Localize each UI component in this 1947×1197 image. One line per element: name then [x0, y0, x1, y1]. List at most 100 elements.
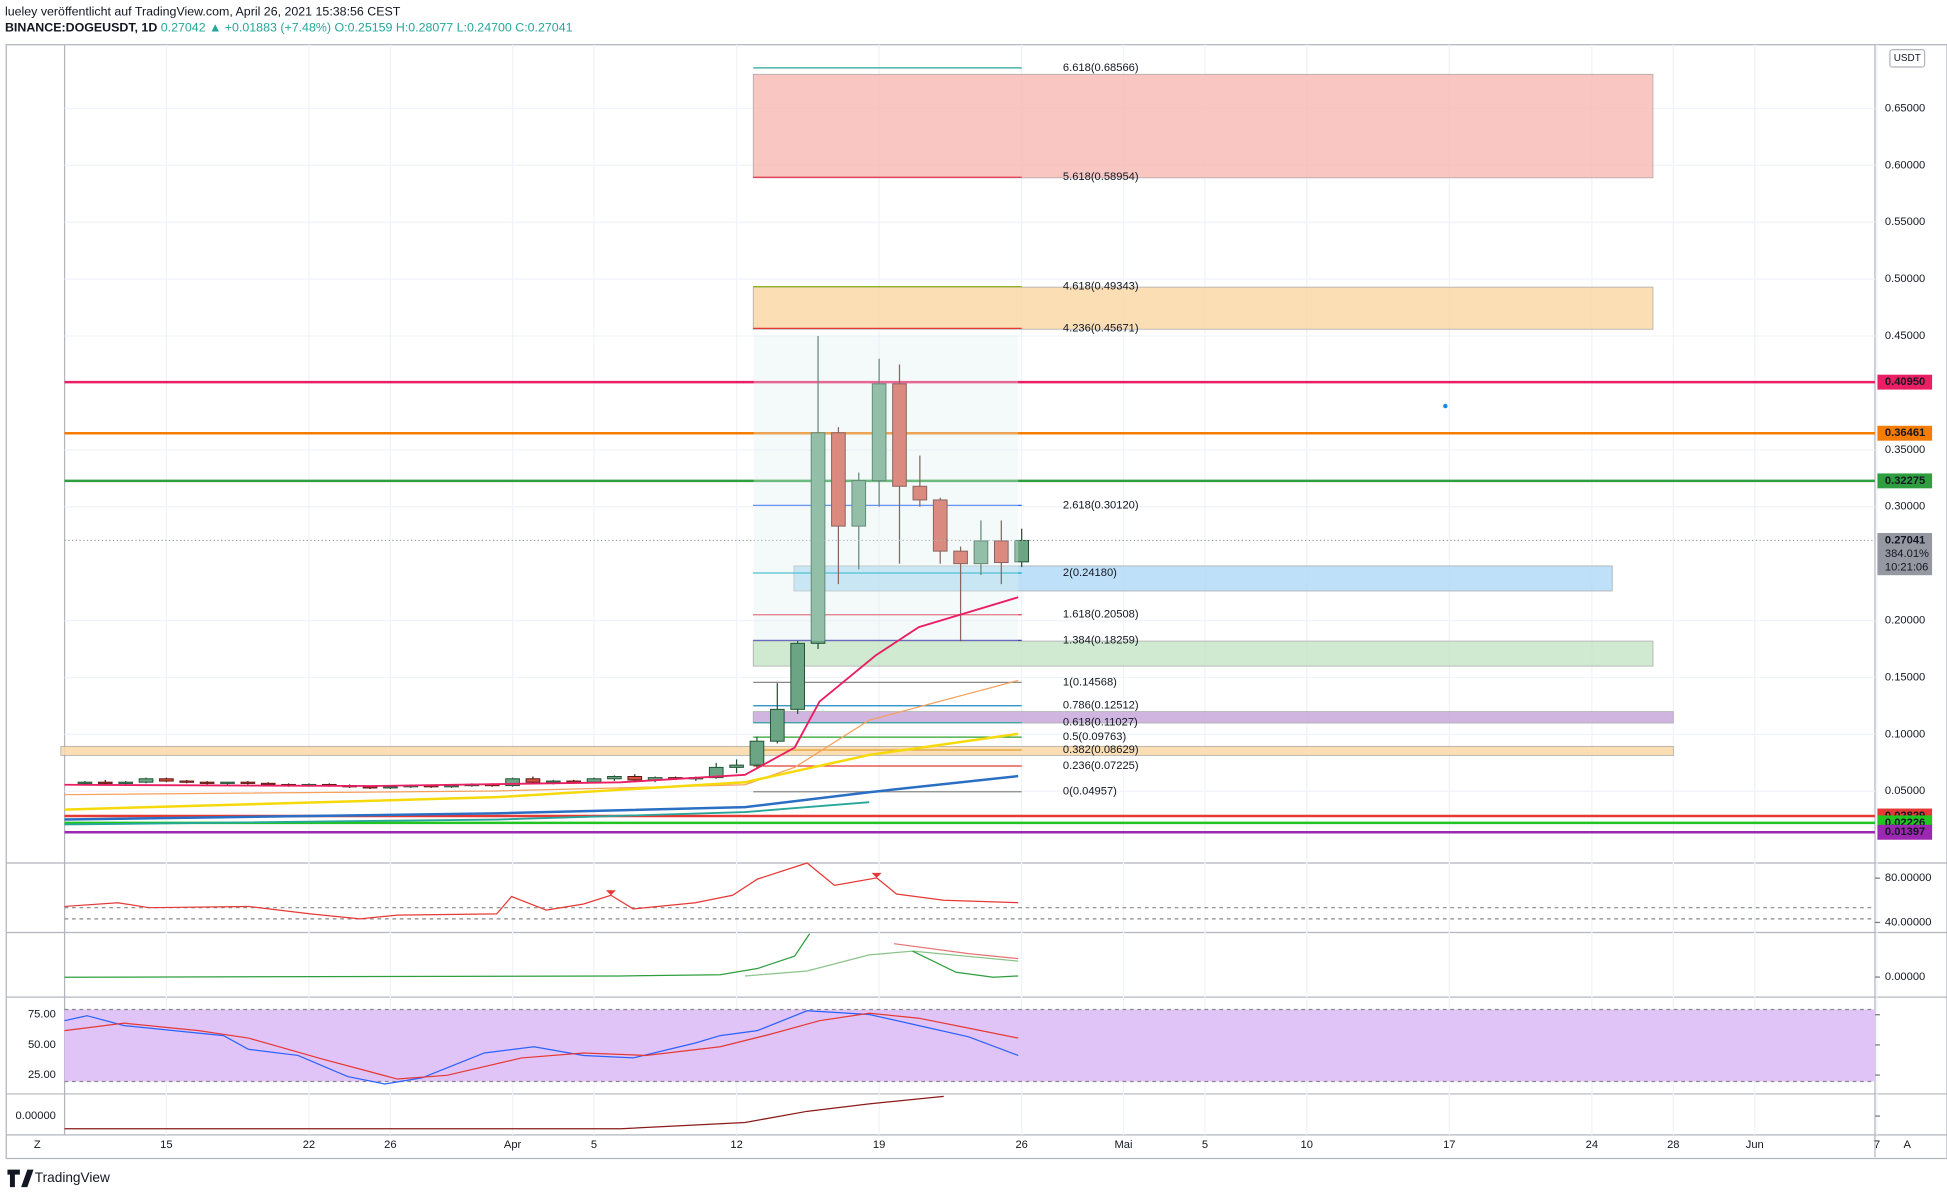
x-tick-label: 12	[730, 1139, 742, 1151]
candle-body	[505, 778, 520, 787]
x-tick-label: Jun	[1746, 1139, 1764, 1151]
x-tick-label: 5	[1202, 1139, 1208, 1151]
symbol-line: BINANCE:DOGEUSDT, 1D 0.27042 ▲ +0.01883 …	[5, 21, 573, 35]
footer	[0, 1159, 1947, 1197]
candle-body	[892, 383, 907, 487]
pane-tick-label: 75.00	[28, 1009, 56, 1021]
band-line	[64, 1008, 1875, 1083]
candle-body	[912, 485, 928, 501]
last-price-change: 384.01%	[1885, 548, 1929, 560]
marker	[1443, 403, 1448, 409]
ma-line	[64, 774, 1019, 821]
last-price-tag	[1877, 532, 1933, 576]
zone	[60, 745, 1674, 756]
candle-body	[831, 432, 846, 527]
candle-body	[179, 780, 195, 783]
candle-body	[159, 778, 174, 782]
macd-line	[64, 933, 811, 978]
candle-body	[871, 383, 887, 482]
ohlc-open: O:0.25159	[334, 21, 392, 35]
candle-body	[851, 480, 867, 527]
ma-line	[64, 732, 1019, 811]
x-tick-label: 7	[1874, 1139, 1880, 1151]
candle-body	[769, 708, 785, 742]
fib-label: 4.236(0.45671)	[1063, 322, 1139, 334]
pane-tick-label: 40.00000	[1885, 916, 1932, 928]
y-tick-label: 0.10000	[1885, 728, 1925, 740]
indicator-lines	[64, 335, 1875, 1130]
pane-tick-label: 25.00	[28, 1069, 56, 1081]
x-tick-label: 26	[384, 1139, 396, 1151]
pane-tick-label: 80.00000	[1885, 872, 1932, 884]
candle-body	[199, 781, 215, 784]
pane-line	[64, 1095, 944, 1130]
fib-label: 4.618(0.49343)	[1063, 281, 1139, 293]
pane-tick-label: 0.00000	[16, 1110, 56, 1122]
level-label: 0.40950	[1885, 376, 1925, 388]
y-tick-label: 0.60000	[1885, 159, 1925, 171]
fib-label: 0(0.04957)	[1063, 786, 1117, 798]
fib-label: 2(0.24180)	[1063, 567, 1117, 579]
symbol: BINANCE:DOGEUSDT, 1D	[5, 21, 157, 35]
x-tick-label: Apr	[504, 1139, 522, 1151]
candle-body	[118, 781, 133, 784]
fib-label: 1.618(0.20508)	[1063, 609, 1139, 621]
right-button[interactable]: A	[1904, 1139, 1912, 1151]
candle-body	[729, 764, 744, 768]
level-label: 0.01397	[1885, 826, 1925, 838]
fib-label: 1.384(0.18259)	[1063, 634, 1139, 646]
last-price-label: 0.27041	[1885, 534, 1925, 546]
x-tick-label: 17	[1443, 1139, 1455, 1151]
ohlc-high: H:0.28077	[396, 21, 453, 35]
candle-body	[932, 499, 948, 552]
candle-body	[138, 778, 154, 783]
x-tick-label: 26	[1015, 1139, 1027, 1151]
y-tick-label: 0.45000	[1885, 330, 1925, 342]
fib-label: 0.382(0.08629)	[1063, 744, 1139, 756]
x-tick-label: 22	[303, 1139, 315, 1151]
candle-body	[586, 778, 602, 783]
candle-body	[97, 781, 113, 784]
left-button[interactable]: Z	[34, 1139, 41, 1151]
level-label: 0.36461	[1885, 427, 1925, 439]
main-pane	[60, 44, 1878, 1135]
y-tick-label: 0.65000	[1885, 102, 1925, 114]
author-line: lueley veröffentlicht auf TradingView.co…	[5, 5, 401, 19]
level-label: 0.32275	[1885, 475, 1925, 487]
zone	[793, 565, 1613, 592]
last-price-countdown: 10:21:06	[1885, 562, 1928, 574]
y-tick-label: 0.20000	[1885, 615, 1925, 627]
brand: TradingView	[35, 1170, 110, 1185]
candle-body	[607, 775, 622, 780]
candle-body	[627, 775, 643, 781]
zone	[752, 640, 1654, 667]
stoch-band	[64, 1009, 1875, 1082]
x-tick-label: 10	[1301, 1139, 1313, 1151]
y-tick-label: 0.30000	[1885, 501, 1925, 513]
last: 0.27042	[161, 21, 206, 35]
candle-body	[790, 642, 806, 710]
stoch-d	[64, 1012, 1019, 1080]
zone	[752, 73, 1654, 179]
y-tick-label: 0.35000	[1885, 444, 1925, 456]
y-tick-label: 0.05000	[1885, 785, 1925, 797]
candle-body	[220, 781, 235, 784]
fib-label: 5.618(0.58954)	[1063, 171, 1139, 183]
candle-body	[383, 786, 398, 789]
level-tag	[1877, 425, 1933, 441]
fib-label: 6.618(0.68566)	[1063, 62, 1139, 74]
x-tick-label: 19	[873, 1139, 885, 1151]
macd-histo	[893, 943, 1019, 960]
y-tick-label: 0.15000	[1885, 671, 1925, 683]
fib-label: 0.786(0.12512)	[1063, 700, 1139, 712]
x-tick-label: 5	[591, 1139, 597, 1151]
candle-body	[708, 766, 724, 779]
ohlc-low: L:0.24700	[457, 21, 512, 35]
x-tick-label: 28	[1667, 1139, 1679, 1151]
candle-body	[260, 782, 276, 786]
level-tag	[1877, 473, 1933, 489]
candle-body	[77, 781, 93, 784]
candle-body	[993, 540, 1009, 564]
